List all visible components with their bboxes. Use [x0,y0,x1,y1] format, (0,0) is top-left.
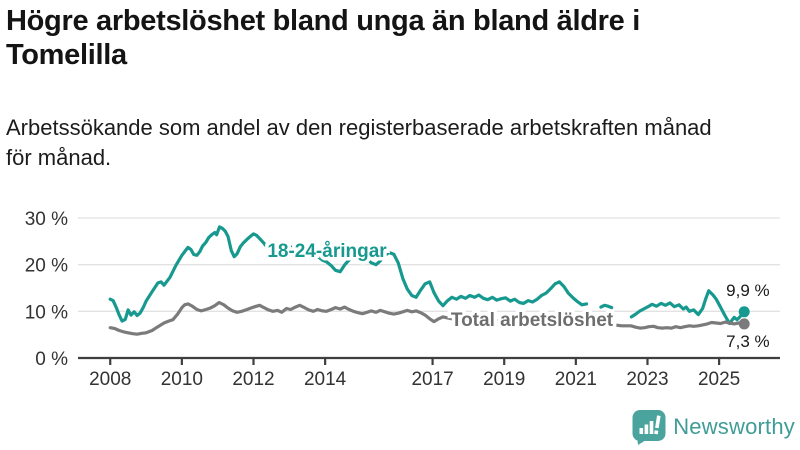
y-tick-label-10: 10 % [25,302,68,323]
x-tick-label-2019: 2019 [483,369,525,390]
end-value-young: 9,9 % [726,281,769,300]
page-title: Högre arbetslöshet bland unga än bland ä… [6,4,798,72]
x-tick-label-2023: 2023 [626,369,668,390]
series-label-total: Total arbetslöshet [451,310,614,331]
chart-subtitle: Arbetssökande som andel av den registerb… [6,113,798,173]
series-line-young-seg1 [599,303,614,310]
series-line-young-seg2 [629,289,746,326]
x-tick-label-2012: 2012 [232,369,274,390]
newsworthy-wordmark: Newsworthy [673,414,795,439]
title-line-2: Tomelilla [6,39,127,71]
series-label-young: 18-24-åringar [267,241,387,262]
subtitle-line-2: för månad. [6,145,112,170]
title-line-1: Högre arbetslöshet bland unga än bland ä… [6,5,640,37]
y-tick-label-30: 30 % [25,209,68,230]
y-tick-label-0: 0 % [35,349,68,370]
x-tick-label-2010: 2010 [161,369,203,390]
series-line-total-seg0 [108,300,746,336]
y-tick-label-20: 20 % [25,256,68,277]
header: Högre arbetslöshet bland unga än bland ä… [6,4,798,72]
x-tick-label-2017: 2017 [411,369,453,390]
series-line-young-seg0 [108,225,589,323]
end-dot-young [738,306,750,318]
x-tick-label-2021: 2021 [555,369,597,390]
end-value-total: 7,3 % [726,332,769,351]
subtitle-line-1: Arbetssökande som andel av den registerb… [6,115,712,140]
x-tick-label-2008: 2008 [89,369,131,390]
x-tick-label-2014: 2014 [304,369,347,390]
newsworthy-attribution: Newsworthy [632,410,795,445]
end-dot-total [738,318,750,330]
x-tick-label-2025: 2025 [698,369,740,390]
newsworthy-logo-icon [632,410,666,445]
